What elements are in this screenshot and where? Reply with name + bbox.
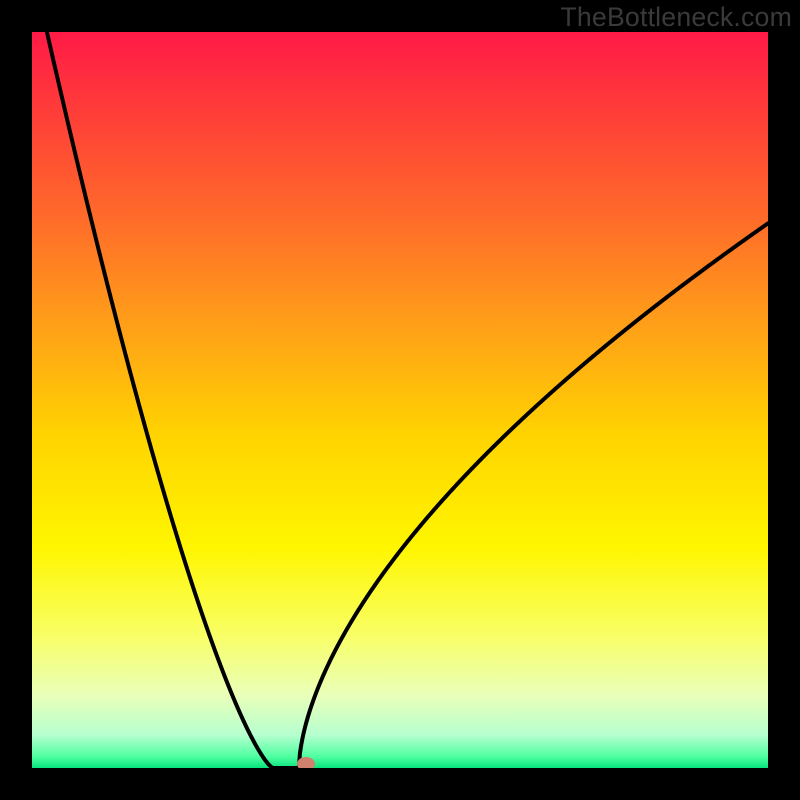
optimum-marker <box>297 757 315 768</box>
bottleneck-curve <box>32 32 768 768</box>
chart-frame: TheBottleneck.com <box>0 0 800 800</box>
plot-area <box>32 32 768 768</box>
watermark-text: TheBottleneck.com <box>560 2 792 33</box>
